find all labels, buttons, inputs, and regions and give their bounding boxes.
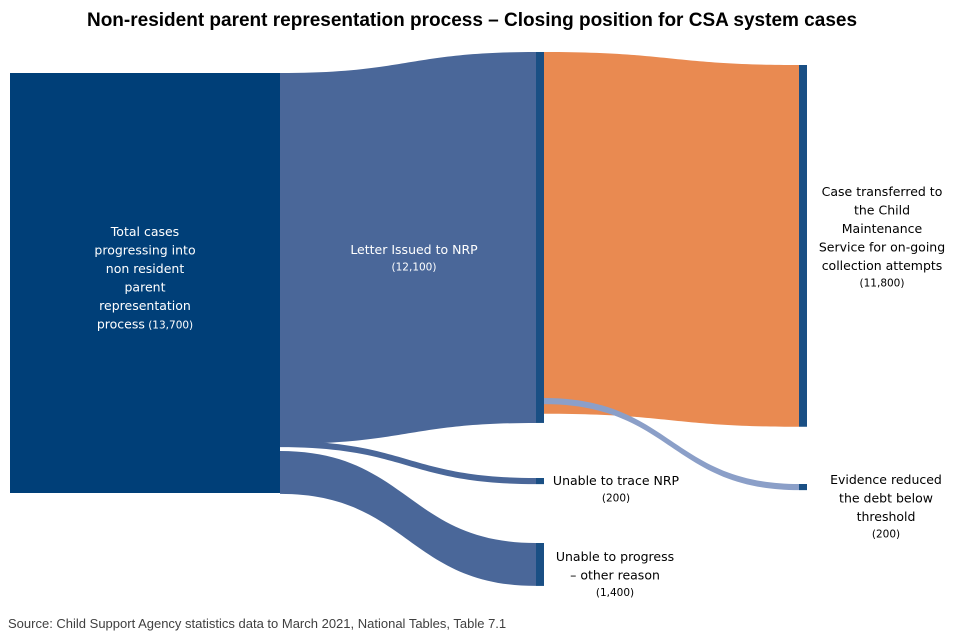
- label-cms: Case transferred to the Child Maintenance S…: [819, 184, 945, 290]
- source-note: Source: Child Support Agency statistics …: [8, 616, 506, 631]
- node-value-total: (13,700): [145, 320, 193, 332]
- node-label-untraced: Unable to trace NRP: [553, 473, 680, 488]
- nodes-layer: [10, 52, 807, 586]
- label-untraced: Unable to trace NRP (200): [553, 473, 680, 505]
- node-label-cms: Case transferred to the Child Maintenance S…: [819, 184, 945, 273]
- label-total: Total cases progressing into non resident p…: [94, 224, 195, 332]
- link-letter-to-evidence: [544, 398, 799, 491]
- label-other: Unable to progress – other reason (1,400): [556, 549, 674, 599]
- node-label-evidence: Evidence reduced the debt below threshold: [830, 472, 942, 524]
- node-value-cms: (11,800): [860, 278, 905, 290]
- labels-layer: Total cases progressing into non resident p…: [94, 184, 945, 599]
- node-cms: [799, 65, 807, 427]
- links-layer: [280, 52, 799, 586]
- node-total: [10, 73, 280, 493]
- label-letter: Letter Issued to NRP (12,100): [350, 242, 478, 274]
- node-value-letter: (12,100): [392, 262, 437, 274]
- node-label-letter: Letter Issued to NRP: [350, 242, 478, 257]
- link-total-to-other: [280, 451, 536, 586]
- node-label-total: Total cases progressing into non resident p…: [94, 224, 195, 332]
- link-letter-to-cms: [544, 52, 799, 427]
- node-other: [536, 543, 544, 586]
- link-total-to-untraced: [280, 441, 536, 485]
- node-untraced: [536, 478, 544, 485]
- node-value-untraced: (200): [602, 493, 630, 505]
- chart-title: Non-resident parent representation proce…: [87, 10, 857, 31]
- label-evidence: Evidence reduced the debt below threshold (…: [830, 472, 942, 541]
- node-evidence: [799, 484, 807, 491]
- node-value-evidence: (200): [872, 529, 900, 541]
- node-letter: [536, 52, 544, 423]
- link-total-to-letter: [280, 52, 536, 444]
- node-label-other: Unable to progress – other reason: [556, 549, 674, 583]
- node-value-other: (1,400): [596, 587, 634, 599]
